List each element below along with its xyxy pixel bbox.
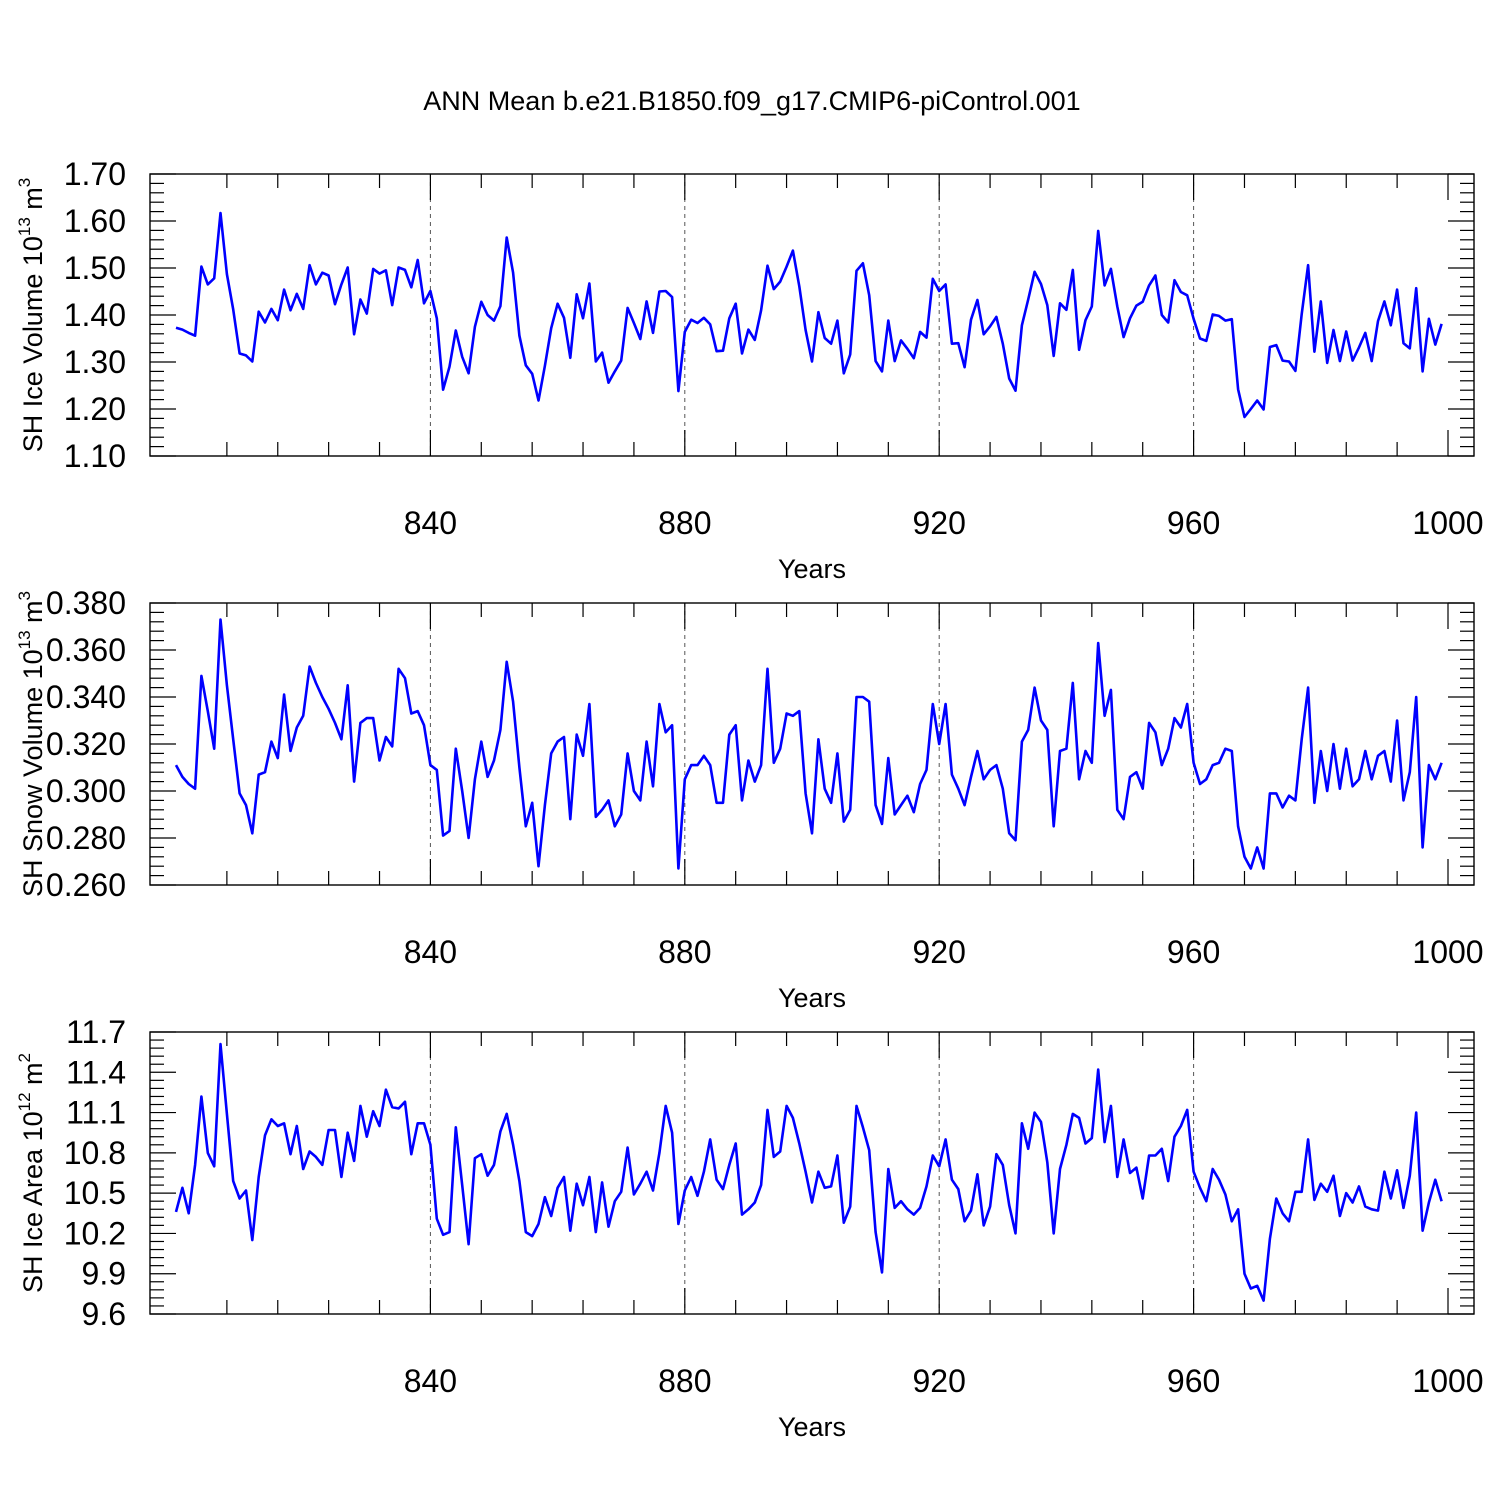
x-axis-label: Years xyxy=(778,554,846,584)
x-tick-label: 920 xyxy=(913,1363,966,1399)
chart-panel-1: 1.10 1.20 1.30 1.40 1.50 1.60 1.70 840 880 920 960… xyxy=(15,156,1484,584)
y-tick-label: 0.280 xyxy=(46,820,126,856)
y-tick-label: 10.5 xyxy=(64,1175,126,1211)
plot-frame xyxy=(149,602,1475,886)
y-tick-label: 10.2 xyxy=(64,1215,126,1251)
y-tick-label: 1.30 xyxy=(64,344,126,380)
chart-panel-3: 9.6 9.9 10.2 10.5 10.8 11.1 11.4 11.7 840 880 920 9… xyxy=(15,1014,1484,1442)
x-tick-label: 880 xyxy=(658,505,711,541)
x-tick-label: 880 xyxy=(658,1363,711,1399)
y-tick-label: 0.300 xyxy=(46,773,126,809)
x-tick-label: 880 xyxy=(658,934,711,970)
x-tick-label: 960 xyxy=(1167,934,1220,970)
y-tick-label: 10.8 xyxy=(64,1135,126,1171)
x-tick-label: 920 xyxy=(913,934,966,970)
y-tick-label: 11.4 xyxy=(66,1054,126,1090)
y-tick-label: 11.7 xyxy=(66,1014,126,1050)
series-line xyxy=(174,1042,1443,1302)
y-tick-label: 11.1 xyxy=(66,1095,126,1131)
y-axis-label: SH Ice Volume 1013 m3 xyxy=(15,178,48,453)
y-tick-label: 0.380 xyxy=(46,585,126,621)
x-tick-label: 840 xyxy=(404,934,457,970)
y-tick-label: 1.50 xyxy=(64,250,126,286)
x-tick-label: 840 xyxy=(404,505,457,541)
x-tick-label: 960 xyxy=(1167,1363,1220,1399)
plot-frame xyxy=(149,1031,1475,1315)
y-axis-label: SH Ice Area 1012 m2 xyxy=(15,1053,48,1293)
x-tick-label: 1000 xyxy=(1412,1363,1483,1399)
chart-panel-2: 0.260 0.280 0.300 0.320 0.340 0.360 0.380 840 88… xyxy=(15,585,1484,1013)
y-tick-label: 1.70 xyxy=(64,156,126,192)
y-tick-label: 1.10 xyxy=(64,438,126,474)
x-tick-label: 1000 xyxy=(1412,505,1483,541)
y-tick-label: 1.20 xyxy=(64,391,126,427)
x-tick-label: 840 xyxy=(404,1363,457,1399)
y-tick-label: 9.9 xyxy=(82,1256,126,1292)
series-line xyxy=(175,211,1443,419)
x-tick-label: 1000 xyxy=(1412,934,1483,970)
y-tick-label: 1.60 xyxy=(64,203,126,239)
y-tick-label: 9.6 xyxy=(82,1296,126,1332)
y-tick-label: 1.40 xyxy=(64,297,126,333)
x-axis-label: Years xyxy=(778,1412,846,1442)
x-tick-label: 960 xyxy=(1167,505,1220,541)
x-tick-label: 920 xyxy=(913,505,966,541)
y-tick-label: 0.340 xyxy=(46,679,126,715)
y-tick-label: 0.260 xyxy=(46,867,126,903)
y-tick-label: 0.360 xyxy=(46,632,126,668)
y-tick-label: 0.320 xyxy=(46,726,126,762)
plot-frame xyxy=(149,173,1475,457)
panels: 1.10 1.20 1.30 1.40 1.50 1.60 1.70 840 880 920 960… xyxy=(15,156,1484,1442)
x-axis-label: Years xyxy=(778,983,846,1013)
series-line xyxy=(174,618,1443,870)
figure-title: ANN Mean b.e21.B1850.f09_g17.CMIP6-piCon… xyxy=(423,86,1080,116)
y-axis-label: SH Snow Volume 1013 m3 xyxy=(15,591,48,897)
